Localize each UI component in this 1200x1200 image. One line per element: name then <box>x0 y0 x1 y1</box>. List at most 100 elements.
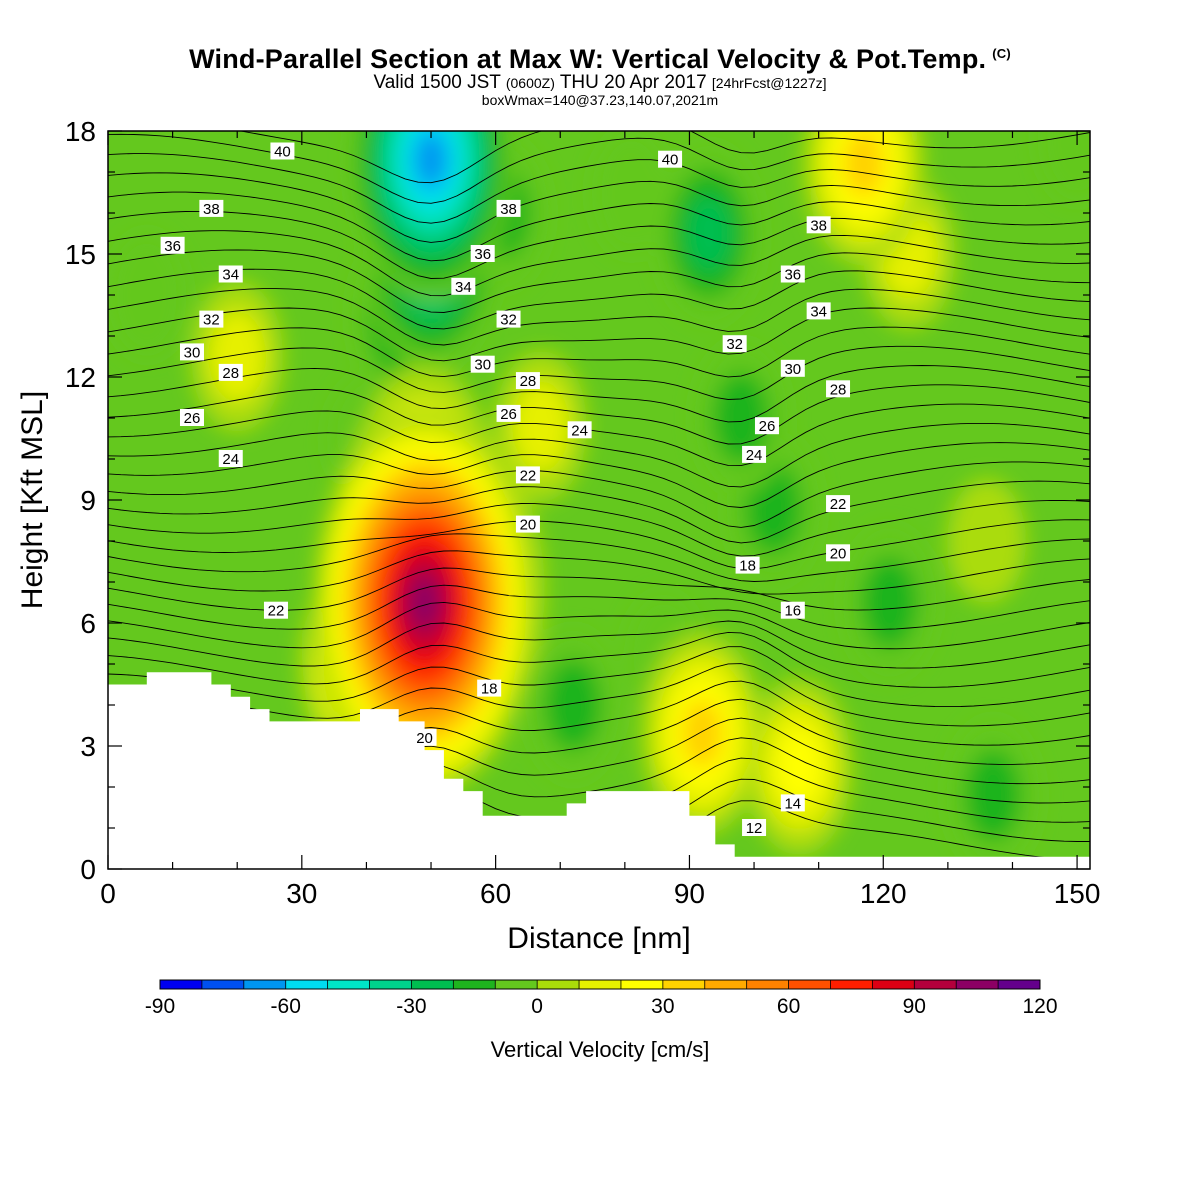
velocity-cell-13-2 <box>545 659 602 751</box>
theta-label-16: 28 <box>515 372 540 390</box>
colorbar-label-0: 0 <box>531 995 543 1018</box>
theta-label-text-36: 12 <box>746 820 763 837</box>
theta-label-text-5: 30 <box>184 344 201 361</box>
theta-label-2: 36 <box>160 236 185 255</box>
theta-contour-line-24 <box>108 365 1090 423</box>
theta-label-text-12: 36 <box>474 246 491 263</box>
theta-label-8: 24 <box>218 450 243 468</box>
theta-label-36: 12 <box>742 819 767 837</box>
theta-contour-line-9 <box>108 631 1090 688</box>
theta-label-29: 26 <box>754 417 779 435</box>
y-tick-label-6: 6 <box>80 608 96 639</box>
theta-label-15: 30 <box>470 355 495 374</box>
y-tick-label-3: 3 <box>80 731 96 762</box>
colorbar-swatch-16 <box>830 980 873 989</box>
colorbar-swatch-19 <box>956 980 999 989</box>
theta-label-text-9: 22 <box>268 603 285 620</box>
theta-label-text-33: 18 <box>739 558 756 575</box>
theta-label-text-20: 20 <box>520 517 537 534</box>
velocity-cell-19-4 <box>682 699 723 768</box>
theta-label-text-31: 22 <box>830 496 847 513</box>
colorbar-swatch-5 <box>369 980 412 989</box>
x-tick-label-90: 90 <box>674 878 705 909</box>
y-tick-label-12: 12 <box>65 362 96 393</box>
colorbar-swatch-12 <box>662 980 706 989</box>
y-tick-label-0: 0 <box>80 854 96 885</box>
theta-label-11: 38 <box>496 199 521 218</box>
theta-label-text-13: 34 <box>455 279 472 296</box>
theta-label-text-16: 28 <box>520 373 537 390</box>
theta-label-26: 32 <box>722 335 747 353</box>
theta-label-14: 32 <box>496 310 521 329</box>
theta-label-13: 34 <box>451 277 476 296</box>
theta-label-4: 32 <box>199 310 224 329</box>
colorbar-label-30: 30 <box>651 995 674 1018</box>
velocity-cell-14-2 <box>713 372 770 464</box>
theta-label-9: 22 <box>263 601 288 620</box>
theta-contour-line-33 <box>108 191 1090 262</box>
y-tick-label-9: 9 <box>80 485 96 516</box>
theta-label-22: 20 <box>412 728 437 747</box>
chart-subtitle: Valid 1500 JST (0600Z) THU 20 Apr 2017 [… <box>0 72 1200 94</box>
colorbar-label--30: -30 <box>396 995 426 1018</box>
colorbar-swatch-14 <box>746 980 790 989</box>
theta-label-text-27: 30 <box>784 361 801 378</box>
theta-label-text-25: 34 <box>810 303 827 320</box>
theta-label-text-30: 24 <box>746 447 763 464</box>
y-tick-label-18: 18 <box>65 116 96 147</box>
colorbar-label-120: 120 <box>1022 995 1057 1018</box>
theta-contour-line-23 <box>108 384 1090 445</box>
box-info: boxWmax=140@37.23,140.07,2021m <box>481 92 719 108</box>
theta-contour-line-12 <box>108 584 1090 630</box>
theta-label-32: 20 <box>826 544 851 562</box>
theta-label-1: 38 <box>199 199 224 218</box>
theta-label-text-2: 36 <box>164 238 181 255</box>
theta-label-18: 24 <box>567 421 592 439</box>
colorbar-swatch-9 <box>537 980 580 989</box>
theta-label-31: 22 <box>826 495 851 513</box>
theta-label-text-1: 38 <box>203 201 220 218</box>
theta-label-text-18: 24 <box>571 422 588 439</box>
colorbar-swatch-6 <box>411 980 454 989</box>
theta-contour-line-15 <box>108 533 1090 582</box>
theta-label-text-14: 32 <box>500 312 517 329</box>
valid-utc: (0600Z) <box>505 75 555 91</box>
theta-label-text-3: 34 <box>222 267 239 284</box>
theta-label-3: 34 <box>218 265 243 284</box>
theta-label-text-28: 28 <box>830 381 847 398</box>
theta-label-text-11: 38 <box>500 201 517 218</box>
colorbar-label--90: -90 <box>145 995 175 1018</box>
chart-title: Wind-Parallel Section at Max W: Vertical… <box>0 44 1200 75</box>
theta-contour-line-32 <box>108 210 1090 279</box>
theta-contour-line-7 <box>108 663 1090 727</box>
theta-label-34: 16 <box>780 601 805 620</box>
theta-label-17: 26 <box>496 404 521 423</box>
colorbar-swatch-7 <box>453 980 496 989</box>
theta-label-text-10: 40 <box>662 152 679 169</box>
x-tick-label-60: 60 <box>480 878 511 909</box>
theta-label-5: 30 <box>179 343 204 361</box>
theta-label-0: 40 <box>270 142 295 161</box>
theta-label-35: 14 <box>780 794 805 812</box>
theta-label-30: 24 <box>742 445 767 464</box>
theta-contour-line-10 <box>108 620 1090 669</box>
theta-label-10: 40 <box>658 150 683 169</box>
colorbar-swatch-8 <box>495 980 538 989</box>
theta-label-7: 26 <box>179 409 204 427</box>
theta-contour-line-29 <box>108 268 1090 330</box>
theta-label-text-23: 38 <box>810 217 827 234</box>
colorbar-swatch-15 <box>788 980 831 989</box>
x-axis-title: Distance [nm] <box>507 922 690 955</box>
x-tick-label-30: 30 <box>286 878 317 909</box>
theta-contour-line-20 <box>108 442 1090 508</box>
velocity-cell-12-2 <box>512 380 569 472</box>
colorbar-swatch-10 <box>579 980 622 989</box>
theta-label-text-0: 40 <box>274 144 291 161</box>
colorbar: -90 -60 -30 0 30 60 90 120 <box>145 979 1058 1018</box>
theta-label-text-19: 22 <box>520 467 537 484</box>
theta-contour-line-26 <box>108 326 1090 378</box>
theta-contour-line-35 <box>108 153 1090 224</box>
valid-prefix: Valid 1500 JST <box>373 72 501 93</box>
